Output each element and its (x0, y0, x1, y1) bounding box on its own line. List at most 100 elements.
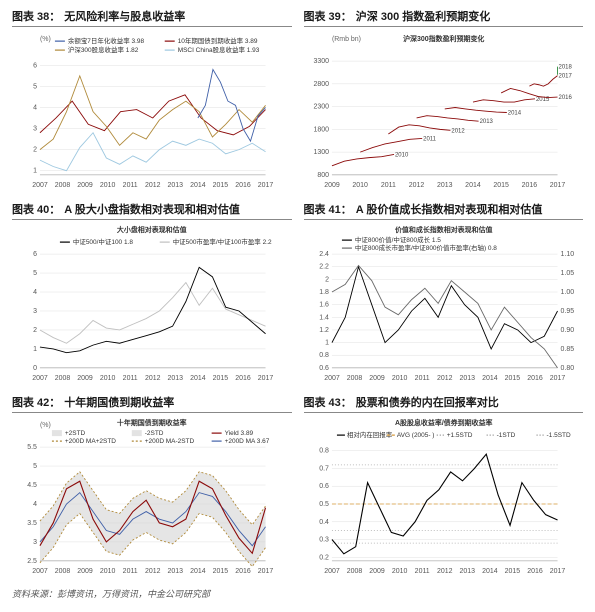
svg-text:2007: 2007 (32, 375, 48, 382)
svg-text:0.90: 0.90 (560, 327, 574, 334)
svg-text:2018: 2018 (558, 65, 572, 71)
svg-text:2008: 2008 (55, 568, 71, 575)
svg-text:-1STD: -1STD (496, 432, 515, 439)
chart-svg: (%)余额宝7日年化收益率 3.9810年期国债到期收益率 3.89沪深300股… (12, 31, 292, 191)
svg-text:5: 5 (33, 463, 37, 470)
chart-svg: (Rmb bn)沪深300指数盈利预期变化8001300180023002800… (304, 31, 584, 191)
svg-text:2016: 2016 (527, 568, 543, 575)
svg-text:2013: 2013 (436, 182, 452, 189)
svg-text:2: 2 (33, 147, 37, 154)
svg-text:2016: 2016 (235, 375, 251, 382)
chart-title: 股票和债券的内在回报率对比 (356, 394, 499, 410)
svg-text:3: 3 (33, 308, 37, 315)
svg-text:1: 1 (325, 340, 329, 347)
title-underline (304, 26, 584, 27)
chart-title-row: 图表 41： A 股价值成长指数相对表现和相对估值 (304, 201, 584, 217)
svg-text:2014: 2014 (507, 111, 521, 117)
svg-text:1.6: 1.6 (319, 302, 329, 309)
svg-text:-1.5STD: -1.5STD (546, 432, 570, 439)
svg-text:2017: 2017 (558, 74, 572, 80)
svg-text:4.5: 4.5 (27, 482, 37, 489)
title-underline (12, 219, 292, 220)
svg-text:2013: 2013 (459, 375, 475, 382)
svg-text:中证500市盈率/中证100市盈率 2.2: 中证500市盈率/中证100市盈率 2.2 (173, 237, 272, 246)
svg-text:3.5: 3.5 (27, 520, 37, 527)
svg-text:1: 1 (33, 168, 37, 175)
chart-title: 十年期国债到期收益率 (64, 394, 174, 410)
svg-text:1.00: 1.00 (560, 289, 574, 296)
svg-text:2014: 2014 (465, 182, 481, 189)
svg-text:5: 5 (33, 270, 37, 277)
svg-text:2016: 2016 (235, 568, 251, 575)
svg-text:2011: 2011 (414, 375, 429, 382)
svg-text:2016: 2016 (235, 182, 251, 189)
svg-text:A股股息收益率/债券到期收益率: A股股息收益率/债券到期收益率 (394, 418, 492, 427)
svg-text:2017: 2017 (258, 182, 274, 189)
svg-text:2011: 2011 (123, 568, 138, 575)
svg-text:3: 3 (33, 126, 37, 133)
svg-text:2009: 2009 (324, 182, 340, 189)
chart-title-row: 图表 39： 沪深 300 指数盈利预期变化 (304, 8, 584, 24)
chart-title-row: 图表 43： 股票和债券的内在回报率对比 (304, 394, 584, 410)
chart-title: 沪深 300 指数盈利预期变化 (356, 8, 490, 24)
svg-text:2017: 2017 (549, 375, 565, 382)
svg-text:1.2: 1.2 (319, 327, 329, 334)
svg-text:2.5: 2.5 (27, 558, 37, 565)
svg-text:2011: 2011 (423, 136, 437, 142)
svg-text:2014: 2014 (190, 375, 206, 382)
svg-text:2010: 2010 (352, 182, 368, 189)
svg-text:800: 800 (317, 172, 329, 179)
chart-39: 图表 39： 沪深 300 指数盈利预期变化 (Rmb bn)沪深300指数盈利… (304, 8, 584, 191)
chart-label: 图表 42： (12, 394, 60, 410)
svg-text:0.6: 0.6 (319, 483, 329, 490)
svg-text:2016: 2016 (527, 375, 543, 382)
svg-text:2013: 2013 (168, 182, 184, 189)
svg-text:0.6: 0.6 (319, 365, 329, 372)
svg-text:(Rmb bn): (Rmb bn) (331, 36, 360, 43)
svg-text:2015: 2015 (504, 568, 520, 575)
svg-text:+200D MA+2STD: +200D MA+2STD (65, 438, 116, 445)
chart-grid: 图表 38： 无风险利率与股息收益率 (%)余额宝7日年化收益率 3.9810年… (12, 8, 583, 577)
svg-text:1800: 1800 (313, 126, 329, 133)
svg-text:中证800成长市盈率/中证800价值市盈率(右轴) 0.8: 中证800成长市盈率/中证800价值市盈率(右轴) 0.8 (354, 243, 496, 252)
svg-text:2010: 2010 (391, 375, 407, 382)
svg-text:4: 4 (33, 104, 37, 111)
chart-label: 图表 40： (12, 201, 60, 217)
chart-title-row: 图表 42： 十年期国债到期收益率 (12, 394, 292, 410)
svg-text:2010: 2010 (100, 375, 116, 382)
svg-text:2011: 2011 (123, 182, 138, 189)
svg-text:大小盘相对表现和估值: 大小盘相对表现和估值 (117, 225, 187, 234)
svg-text:2014: 2014 (482, 375, 498, 382)
svg-text:MSCI China股息收益率 1.93: MSCI China股息收益率 1.93 (178, 45, 260, 54)
chart-43: 图表 43： 股票和债券的内在回报率对比 A股股息收益率/债券到期收益率相对内在… (304, 394, 584, 577)
svg-text:3: 3 (33, 539, 37, 546)
svg-text:0: 0 (33, 365, 37, 372)
chart-label: 图表 43： (304, 394, 352, 410)
chart-svg: A股股息收益率/债券到期收益率相对内在回报率AVG (2005- )+1.5ST… (304, 417, 584, 577)
svg-text:2016: 2016 (521, 182, 537, 189)
svg-text:0.8: 0.8 (319, 352, 329, 359)
chart-title: A 股大小盘指数相对表现和相对估值 (64, 201, 240, 217)
svg-text:2007: 2007 (32, 182, 48, 189)
svg-text:2008: 2008 (346, 568, 362, 575)
svg-text:5: 5 (33, 83, 37, 90)
svg-text:-2STD: -2STD (145, 430, 164, 437)
svg-text:10年期国债到期收益率 3.89: 10年期国债到期收益率 3.89 (178, 36, 258, 45)
svg-text:2010: 2010 (391, 568, 407, 575)
svg-text:2016: 2016 (558, 95, 572, 101)
svg-text:1.4: 1.4 (319, 314, 329, 321)
chart-svg: 价值和成长指数相对表现和估值中证800价值/中证800成长 1.5中证800成长… (304, 224, 584, 384)
svg-text:2012: 2012 (436, 375, 452, 382)
title-underline (12, 26, 292, 27)
svg-text:2013: 2013 (479, 119, 493, 125)
svg-text:4: 4 (33, 501, 37, 508)
svg-text:5.5: 5.5 (27, 444, 37, 451)
svg-text:2012: 2012 (451, 128, 465, 134)
svg-text:2009: 2009 (369, 375, 385, 382)
title-underline (12, 412, 292, 413)
chart-label: 图表 41： (304, 201, 352, 217)
chart-40: 图表 40： A 股大小盘指数相对表现和相对估值 大小盘相对表现和估值中证500… (12, 201, 292, 384)
svg-text:2007: 2007 (32, 568, 48, 575)
svg-text:0.2: 0.2 (319, 554, 329, 561)
chart-label: 图表 38： (12, 8, 60, 24)
